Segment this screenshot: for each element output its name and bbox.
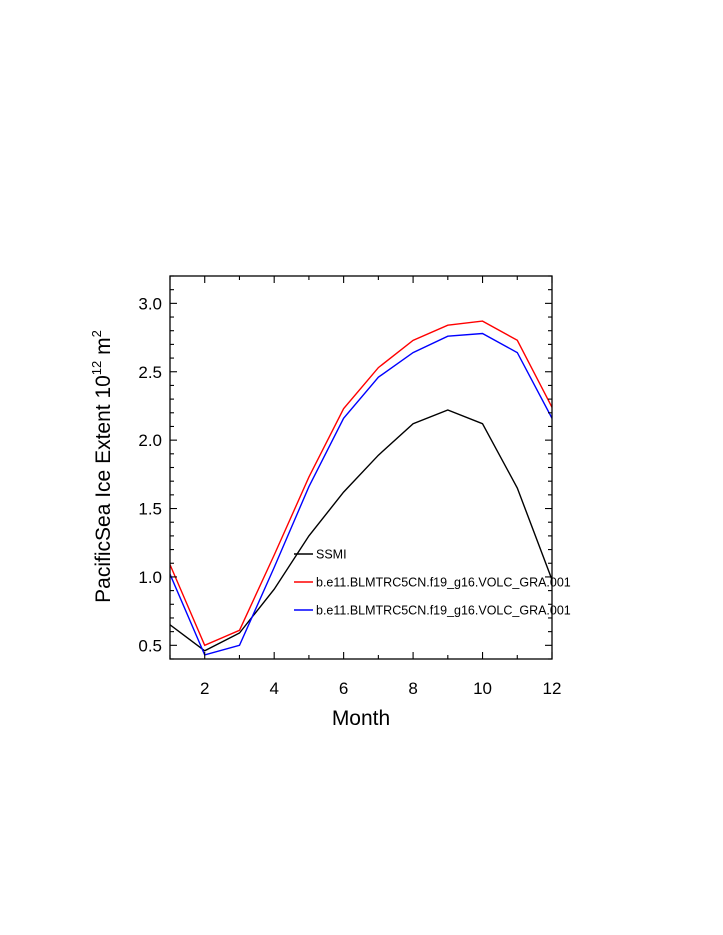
y-axis-label-unit-exponent: 2 [89, 330, 104, 337]
y-tick-label: 1.0 [138, 568, 162, 587]
x-tick-label: 4 [269, 679, 278, 698]
y-axis-label: PacificSea Ice Extent 1012 m2 [89, 330, 115, 603]
y-tick-label: 1.5 [138, 500, 162, 519]
y-tick-label: 3.0 [138, 294, 162, 313]
ticks-layer [169, 275, 553, 660]
tick-labels-layer: 2 4 6 8 10 12 0.5 1.0 1.5 2.0 2.5 3.0 [138, 294, 561, 698]
x-axis-label: Month [332, 707, 390, 730]
y-axis-label-unit: m [92, 337, 115, 360]
legend-label: b.e11.BLMTRC5CN.f19_g16.VOLC_GRA.001 [316, 576, 571, 590]
x-tick-label: 10 [473, 679, 492, 698]
series-line-1 [170, 409, 552, 652]
plot-frame [169, 275, 553, 660]
x-tick-label: 8 [408, 679, 417, 698]
x-tick-label: 12 [543, 679, 562, 698]
y-tick-label: 0.5 [138, 636, 162, 655]
y-tick-label: 2.5 [138, 363, 162, 382]
x-tick-label: 2 [200, 679, 209, 698]
legend-label: SSMI [316, 548, 347, 562]
x-tick-label: 6 [339, 679, 348, 698]
y-axis-label-prefix: PacificSea Ice Extent 10 [92, 375, 115, 603]
legend: SSMI b.e11.BLMTRC5CN.f19_g16.VOLC_GRA.001… [294, 548, 571, 618]
series-line-3 [170, 332, 552, 656]
legend-label: b.e11.BLMTRC5CN.f19_g16.VOLC_GRA.001 [316, 604, 571, 618]
y-axis-label-exponent: 12 [89, 361, 104, 375]
y-tick-label: 2.0 [138, 431, 162, 450]
series-line-2 [170, 320, 552, 647]
series-layer [170, 320, 552, 656]
